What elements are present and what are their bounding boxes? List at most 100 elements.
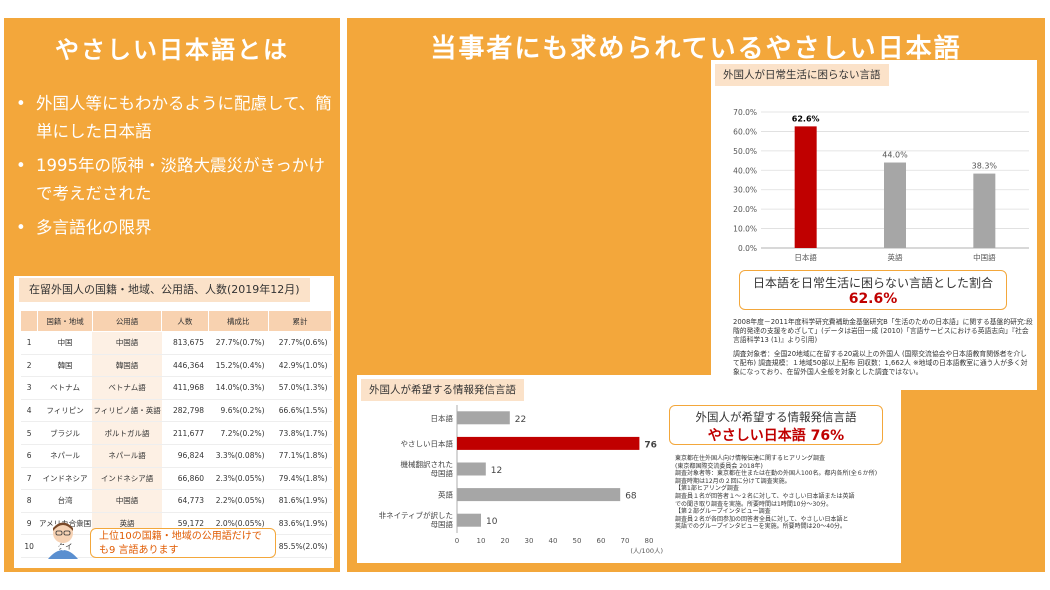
bottom-note-line: 東京都在住外国人向け情報伝達に関するヒアリング調査 (675, 455, 826, 462)
y-tick-label: 50.0% (733, 147, 757, 156)
y-tick-label: 60.0% (733, 127, 757, 136)
cell-language: ポルトガル語 (92, 421, 162, 445)
x-tick-label: 30 (525, 537, 534, 545)
x-tick-label: 80 (645, 537, 654, 545)
bullet-item: • 外国人等にもわかるように配慮して、簡単にした日本語 (14, 90, 336, 146)
population-table-card: 在留外国人の国籍・地域、公用語、人数(2019年12月) 国籍・地域 公用語 人… (14, 276, 334, 568)
cell-language: ネパール語 (92, 444, 162, 468)
cell-cumulative: 27.7%(0.6%) (268, 331, 332, 355)
table-row: 4 フィリピン フィリピノ語・英語 282,798 9.6%(0.2%) 66.6%(1.… (20, 399, 332, 423)
cell-ratio: 27.7%(0.7%) (208, 331, 269, 355)
bar (457, 462, 486, 476)
cell-cumulative: 79.4%(1.8%) (268, 467, 332, 491)
cell-country: インドネシア (37, 467, 93, 491)
cell-rank: 9 (20, 512, 38, 536)
col-header-count: 人数 (161, 310, 209, 332)
table-row: 2 韓国 韓国語 446,364 15.2%(0.4%) 42.9%(1.0%) (20, 354, 332, 378)
cell-count: 211,677 (161, 421, 208, 445)
bullet-item: • 1995年の阪神・淡路大震災がきっかけで考えだされた (14, 152, 336, 208)
cell-rank: 8 (20, 489, 38, 513)
cell-cumulative: 42.9%(1.0%) (268, 354, 332, 378)
cell-ratio: 15.2%(0.4%) (208, 354, 269, 378)
bottom-note-line: (東京都国際交流委員会 2018年) (675, 462, 763, 470)
top-summary-box: 日本語を日常生活に困らない言語とした割合 62.6% (739, 270, 1007, 310)
teacher-avatar-icon (48, 522, 78, 559)
cell-country: ネパール (37, 444, 93, 468)
cell-rank: 7 (20, 467, 38, 491)
cell-country: フィリピン (37, 399, 93, 423)
cell-cumulative: 66.6%(1.5%) (268, 399, 332, 423)
top-notes: 2008年度－2011年度科学研究費補助金基盤研究B「生活のための日本語」に関す… (733, 318, 1033, 382)
table-row: 6 ネパール ネパール語 96,824 3.3%(0.08%) 77.1%(1.8%) (20, 444, 332, 468)
x-tick-label: 50 (573, 537, 582, 545)
col-header-ratio: 構成比 (207, 310, 270, 332)
cell-country: ベトナム (37, 376, 93, 400)
cell-ratio: 2.2%(0.05%) (208, 489, 269, 513)
y-tick-label: やさしい日本語 (401, 438, 454, 448)
top-bar-chart: 0.0% 10.0% 20.0% 30.0% 40.0% 50.0% 60.0% 70.0% 6… (733, 108, 1029, 262)
cell-country: 台湾 (37, 489, 93, 513)
top-chart-card: 外国人が日常生活に困らない言語 0.0% 10.0% 20.0% 30.0% 40.0%… (711, 60, 1037, 390)
cell-count: 813,675 (161, 331, 208, 355)
cell-ratio: 3.3%(0.08%) (208, 444, 269, 468)
cell-language: ベトナム語 (92, 376, 162, 400)
cell-language: 中国語 (92, 489, 162, 513)
bullet-dot: • (16, 218, 26, 237)
table-row: 7 インドネシア インドネシア語 66,860 2.3%(0.05%) 79.4%(1.8… (20, 467, 332, 491)
y-tick-label: 70.0% (733, 108, 757, 117)
x-tick-label: 日本語 (794, 252, 817, 262)
cell-cumulative: 73.8%(1.7%) (268, 421, 332, 445)
cell-rank: 6 (20, 444, 38, 468)
y-tick-label: 10.0% (733, 225, 757, 234)
bottom-summary-label: 外国人が希望する情報発信言語 (695, 410, 857, 424)
top-note-source: 2008年度－2011年度科学研究費補助金基盤研究B「生活のための日本語」に関す… (733, 318, 1033, 344)
cell-rank: 2 (20, 354, 38, 378)
bottom-summary-value: やさしい日本語 76% (707, 428, 845, 444)
bullet-text: 1995年の阪神・淡路大震災がきっかけで考えだされた (36, 156, 325, 203)
bottom-chart-title: 外国人が希望する情報発信言語 (361, 379, 524, 401)
cell-rank: 4 (20, 399, 38, 423)
bottom-summary-box: 外国人が希望する情報発信言語 やさしい日本語 76% (669, 405, 883, 445)
table-row: 5 ブラジル ポルトガル語 211,677 7.2%(0.2%) 73.8%(1.7%) (20, 421, 332, 445)
bullet-dot: • (16, 94, 26, 113)
x-tick-label: 20 (501, 537, 510, 545)
bar (794, 126, 817, 248)
y-tick-label: 30.0% (733, 186, 757, 195)
col-header-rank (19, 310, 39, 332)
left-panel: やさしい日本語とは • 外国人等にもわかるように配慮して、簡単にした日本語 • 19… (4, 18, 340, 572)
table-header-row: 国籍・地域 公用語 人数 構成比 累計 (19, 310, 332, 332)
col-header-cumulative: 累計 (268, 310, 332, 332)
data-label: 38.3% (972, 162, 998, 171)
top-summary-value: 62.6% (848, 291, 898, 307)
x-tick-label: 10 (477, 537, 486, 545)
bar (457, 513, 481, 527)
col-header-language: 公用語 (91, 310, 163, 332)
callout-bubble: 上位10の国籍・地域の公用語だけでも9 言語あります (90, 528, 276, 558)
cell-count: 446,364 (161, 354, 208, 378)
cell-rank: 5 (20, 421, 38, 445)
y-tick-label: 機械翻訳された母国語 (401, 459, 454, 478)
bullet-text: 外国人等にもわかるように配慮して、簡単にした日本語 (36, 94, 332, 141)
cell-country: ブラジル (37, 421, 93, 445)
cell-ratio: 14.0%(0.3%) (208, 376, 269, 400)
top-note-survey: 調査対象者：全国20地域に在留する20歳以上の外国人 (国際交流協会や日本語教育… (733, 350, 1028, 376)
bar (884, 162, 906, 248)
cell-rank: 10 (20, 534, 38, 558)
bullet-text: 多言語化の限界 (36, 218, 152, 237)
data-label: 68 (625, 492, 637, 502)
table-row: 3 ベトナム ベトナム語 411,968 14.0%(0.3%) 57.0%(1.3%) (20, 376, 332, 400)
y-tick-label: 非ネイティブが訳した母国語 (379, 510, 454, 529)
bottom-note-line: 調査対象者等：東京都在住または在勤の外国人100名。都内各所(全６か所) (675, 470, 878, 478)
bar (457, 436, 640, 450)
bottom-note-line: 調査員１名が回答者１～２名に対して、やさしい日本語または英語 (675, 492, 855, 500)
cell-count: 66,860 (161, 467, 208, 491)
cell-count: 96,824 (161, 444, 208, 468)
x-tick-label: 40 (549, 537, 558, 545)
table-row: 8 台湾 中国語 64,773 2.2%(0.05%) 81.6%(1.9%) (20, 489, 332, 513)
cell-ratio: 2.3%(0.05%) (208, 467, 269, 491)
cell-cumulative: 85.5%(2.0%) (268, 534, 332, 558)
cell-language: フィリピノ語・英語 (92, 399, 162, 423)
data-label: 12 (491, 466, 502, 476)
cell-cumulative: 77.1%(1.8%) (268, 444, 332, 468)
bottom-note-line: 【第２部グループインタビュー調査 (675, 508, 771, 516)
